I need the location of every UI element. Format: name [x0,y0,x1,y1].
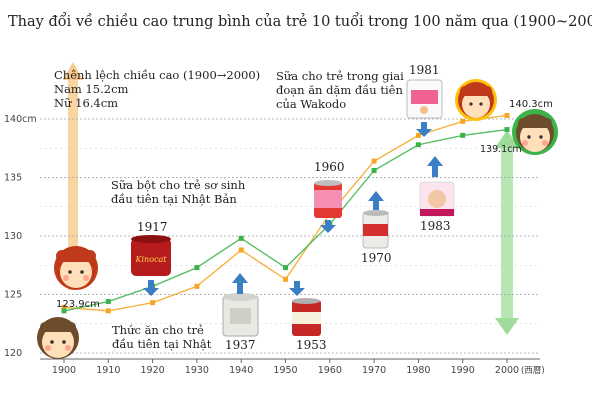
x-tick-label: 1970 [362,365,386,376]
height-difference-girls: Nữ 16.4cm [54,96,119,110]
product-can-1917: Kinocat [131,235,171,276]
height-difference-title: Chênh lệch chiều cao (1900→2000) [54,68,261,82]
year-label-1970: 1970 [361,251,392,265]
year-label-1937: 1937 [225,338,256,352]
data-point [238,247,244,253]
product-box-1981 [406,79,443,119]
year-label-1917: 1917 [137,220,168,234]
x-tick-label: 1920 [141,365,165,376]
chart-title: Thay đổi về chiều cao trung bình của trẻ… [8,14,592,30]
x-tick-label: 1980 [406,365,430,376]
data-point [460,132,466,138]
data-point [150,300,156,306]
data-point [61,304,67,310]
data-point [105,308,111,314]
data-point [238,235,244,241]
year-label-1953: 1953 [296,338,327,352]
value-label-end-top: 140.3cm [509,99,553,110]
x-axis [40,358,540,363]
formula-note-line-1: Sữa bột cho trẻ sơ sinh [111,178,246,192]
down-arrow-1917 [143,280,159,296]
y-tick-label: 125 [4,290,22,301]
orange-difference-arrow [63,62,83,80]
data-point [504,112,510,118]
first-baby-food-note: Thức ăn cho trẻ đầu tiên tại Nhật [112,323,211,351]
y-tick-label: 135 [4,173,22,184]
data-point [194,283,200,289]
x-tick-label: 1900 [52,365,76,376]
x-tick-label: 1940 [229,365,253,376]
up-arrow-1970 [368,191,384,210]
product-can-1970 [362,210,389,249]
product-box-1983 [419,181,455,217]
y-tick-label: 120 [4,348,22,359]
year-label-1960: 1960 [314,160,345,174]
value-label-start: 123.9cm [56,299,100,310]
baby-food-note-line-2: đầu tiên tại Nhật [112,337,212,351]
data-point [283,265,288,271]
y-tick-label: 130 [4,231,22,242]
data-point [371,158,377,164]
x-tick-label: 1990 [451,365,475,376]
boy-face-icon-end [512,109,558,155]
down-arrow-1981 [416,122,432,137]
up-arrow-1983 [427,156,443,177]
x-tick-label: 2000 [495,365,519,376]
data-point [194,265,200,271]
x-tick-label: 1930 [185,365,209,376]
wakodo-milk-note: Sữa cho trẻ trong giai đoạn ăn dặm đầu t… [276,69,404,111]
product-can-1960 [314,180,342,218]
x-tick-label: 1910 [96,365,120,376]
girl-face-icon-end [455,79,497,121]
x-tick-label: 1960 [318,365,342,376]
y-tick-label: 140cm [4,114,37,125]
boy-face-icon-start [37,317,79,359]
formula-note-line-2: đầu tiên tại Nhật Bản [111,192,237,206]
year-label-1983: 1983 [420,219,451,233]
year-label-1981: 1981 [409,63,440,77]
data-point [105,299,111,305]
wakodo-note-line-2: đoạn ăn dặm đầu tiên [276,83,403,97]
girl-face-icon-start [54,246,98,290]
data-point [61,308,67,314]
height-difference-note: Chênh lệch chiều cao (1900→2000) Nam 15.… [54,68,260,110]
baby-food-note-line-1: Thức ăn cho trẻ [112,323,204,337]
x-unit-label: (西暦) [521,366,545,376]
down-arrow-1960 [320,220,336,233]
data-point [415,142,421,148]
data-point [371,167,377,173]
down-arrow-1953 [289,281,305,296]
height-difference-boys: Nam 15.2cm [54,82,129,96]
product-can-1953 [292,298,321,336]
up-arrow-1937 [232,273,248,294]
green-difference-arrow [495,130,519,148]
first-formula-note: Sữa bột cho trẻ sơ sinh đầu tiên tại Nhậ… [111,178,245,206]
wakodo-note-line-1: Sữa cho trẻ trong giai [276,69,404,83]
wakodo-note-line-3: của Wakodo [276,97,347,111]
data-point [283,276,288,282]
grid-lines [40,118,540,354]
difference-arrows [63,62,519,335]
data-point [460,118,466,124]
data-point [504,127,510,133]
x-tick-labels: 1900 1910 1920 1930 1940 1950 1960 1970 1980 1990… [52,365,519,376]
value-label-end-bottom: 139.1cm [480,144,522,155]
data-point [415,132,421,138]
y-tick-labels: 120 125 130 135 140cm [4,114,37,359]
product-can-1937 [222,293,259,337]
x-tick-label: 1950 [273,365,297,376]
svg-text:Kinocat: Kinocat [135,255,168,264]
